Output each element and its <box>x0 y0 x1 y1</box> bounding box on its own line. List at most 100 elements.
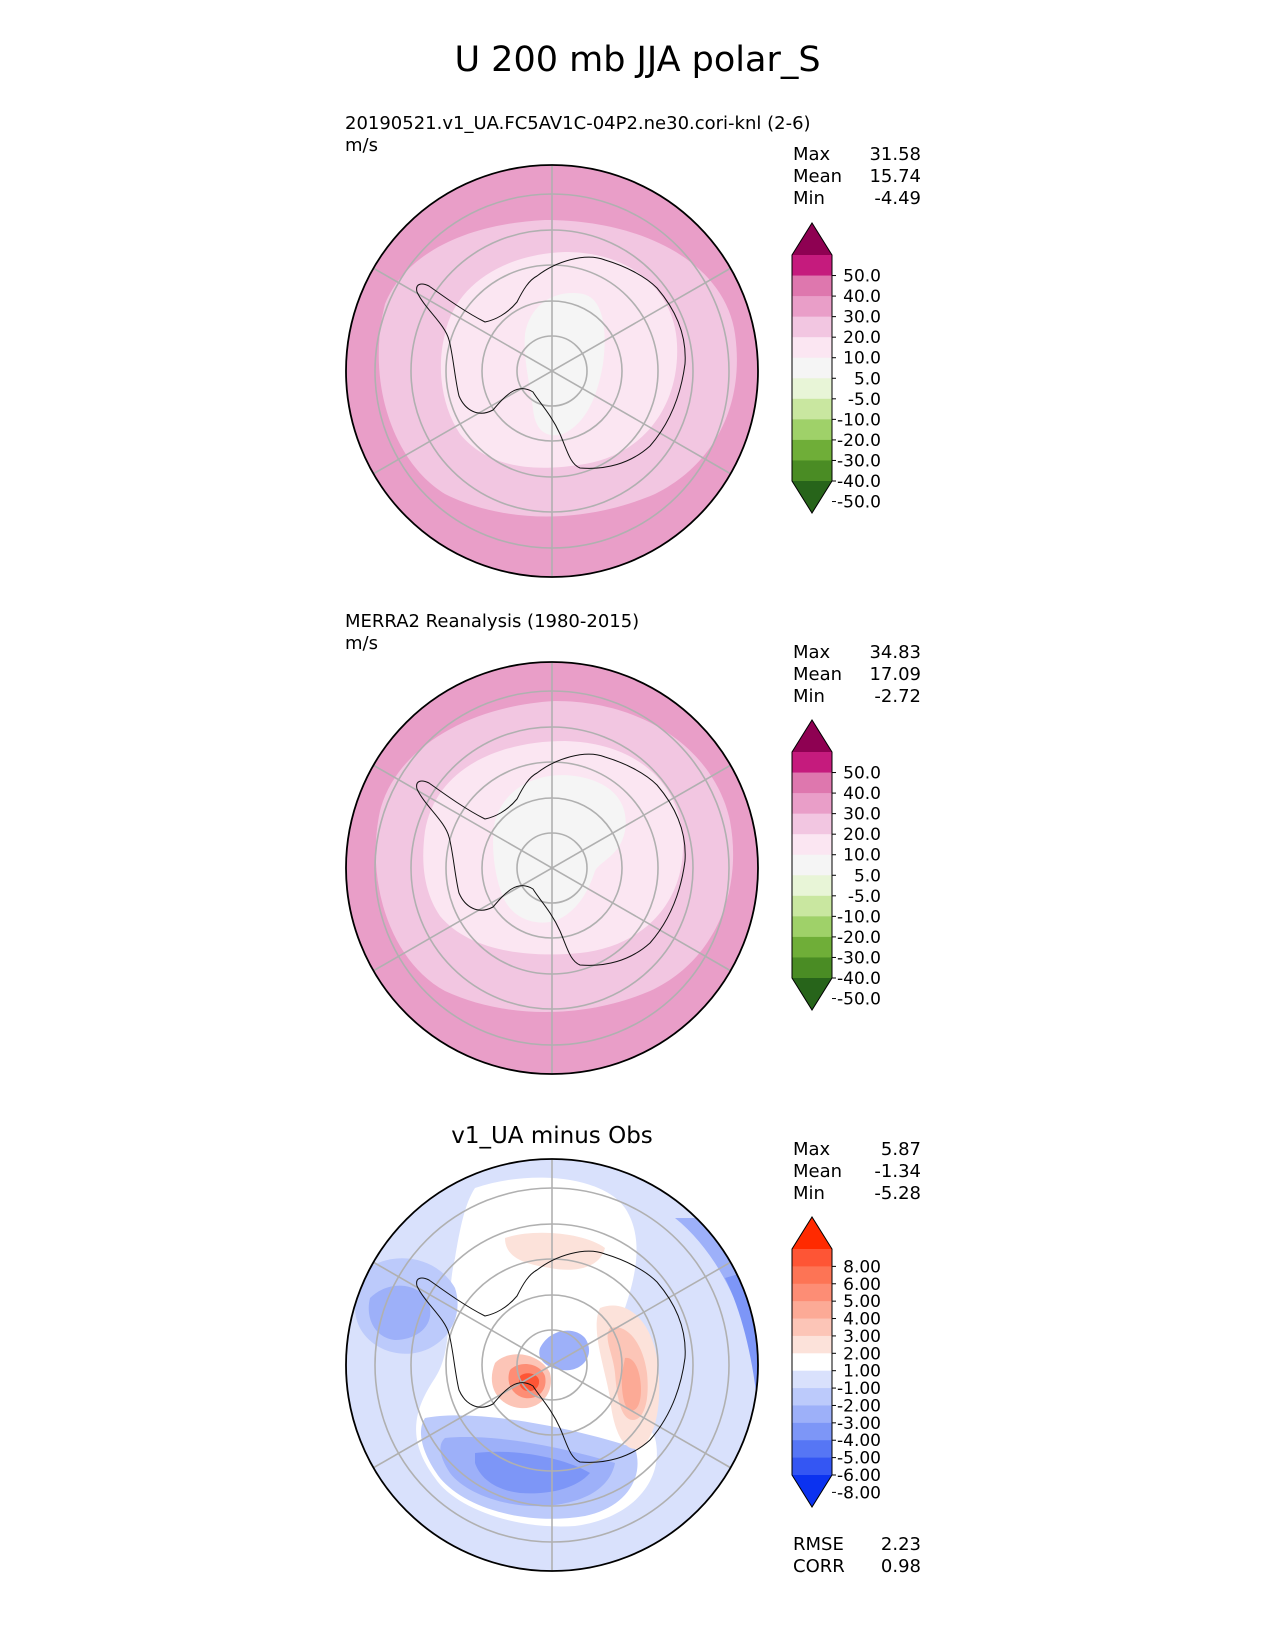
panel3-colorbar-tick-label: 2.00 <box>843 1344 881 1364</box>
panel3-colorbar-tick-label: -4.00 <box>837 1431 881 1451</box>
panel3-colorbar-segment <box>792 1388 832 1406</box>
panel1-colorbar-segment <box>792 296 832 318</box>
panel3-colorbar-segment <box>792 1283 832 1302</box>
panel1-colorbar-tick-label: -30.0 <box>837 451 881 471</box>
panel2-graticule <box>372 662 732 1074</box>
panel2-colorbar-segment <box>792 854 832 876</box>
panel3-colorbar-tick-label: -5.00 <box>837 1449 881 1469</box>
panel1-colorbar-tick-label: -10.0 <box>837 410 881 430</box>
panel1-colorbar-ticks: 50.040.030.020.010.05.0-5.0-10.0-20.0-30… <box>832 267 881 513</box>
panel2-colorbar-tick-label: 40.0 <box>843 784 881 804</box>
panel1-colorbar-tick-label: -5.0 <box>848 390 881 410</box>
panel1-colorbar-segment <box>792 439 832 461</box>
panel1-antarctica-coastline <box>416 256 686 469</box>
panel3-stat-mean-value: -1.34 <box>874 1161 921 1182</box>
panel2-colorbar-tick-label: -20.0 <box>837 928 881 948</box>
panel2-colorbar-tick-label: 50.0 <box>843 764 881 784</box>
panel3-colorbar: 8.006.005.004.003.002.001.00-1.00-2.00-3… <box>791 1216 881 1508</box>
panel2-colorbar-fill <box>791 719 833 1011</box>
panel2-colorbar-segment <box>792 772 832 794</box>
panel3-rmse-value: 2.23 <box>880 1534 921 1555</box>
panel2-colorbar-segment <box>792 813 832 835</box>
panel3-colorbar-segment <box>792 1405 832 1424</box>
panel1-units: m/s <box>345 135 378 156</box>
panel2-colorbar: 50.040.030.020.010.05.0-5.0-10.0-20.0-30… <box>791 719 881 1011</box>
panel1-colorbar-tick-label: -50.0 <box>837 493 881 513</box>
panel1-colorbar-tick-label: -40.0 <box>837 472 881 492</box>
panel3-stat-min-value: -5.28 <box>874 1183 921 1204</box>
panel2-colorbar-tick-label: -40.0 <box>837 969 881 989</box>
panel3-colorbar-segment <box>792 1353 832 1372</box>
panel3-colorbar-tick-label: 3.00 <box>843 1327 881 1347</box>
panel3-colorbar-segment <box>792 1318 832 1337</box>
panel1-map-boundary <box>345 164 759 578</box>
panel3-colorbar-segment <box>792 1370 832 1389</box>
panel3-stat-max-value: 5.87 <box>880 1139 921 1160</box>
panel3-colorbar-fill <box>791 1216 833 1508</box>
panel2-stat-min-label: Min <box>793 686 825 707</box>
panel2-colorbar-segment <box>792 793 832 815</box>
panel3-stat-mean-label: Mean <box>793 1161 843 1182</box>
panel2-colorbar-tick-label: 10.0 <box>843 846 881 866</box>
panel2-map-boundary <box>345 661 759 1075</box>
panel3-title: v1_UA minus Obs <box>451 1123 653 1149</box>
panel1-polar-map <box>345 164 759 578</box>
panel2-colorbar-segment <box>792 752 832 774</box>
panel3-corr-label: CORR <box>793 1556 845 1577</box>
panel1-colorbar-fill <box>791 222 833 514</box>
panel1-colorbar-tick-label: 40.0 <box>843 287 881 307</box>
panel1-colorbar-tick-label: 10.0 <box>843 349 881 369</box>
panel3-colorbar-tick-label: -1.00 <box>837 1379 881 1399</box>
panel2-stat-min-value: -2.72 <box>874 686 921 707</box>
panel3-colorbar-segment <box>792 1440 832 1459</box>
panel3-colorbar-extend-top <box>792 1217 832 1249</box>
panel3-colorbar-segment <box>792 1301 832 1320</box>
panel3-metrics: RMSE 2.23 CORR 0.98 <box>793 1534 921 1578</box>
panel3-colorbar-tick-label: 8.00 <box>843 1257 881 1277</box>
panel2-colorbar-tick-label: -50.0 <box>837 990 881 1010</box>
panel3-contour-fill <box>346 1159 758 1571</box>
panel3-polar-map <box>345 1158 759 1572</box>
panel2-colorbar-segment <box>792 834 832 856</box>
panel3-colorbar-tick-label: -6.00 <box>837 1466 881 1486</box>
panel1-colorbar-segment <box>792 255 832 277</box>
panel3-colorbar-tick-label: -8.00 <box>837 1483 881 1503</box>
panel1-colorbar-extend-top <box>792 223 832 255</box>
panel1-colorbar-extend-bottom <box>792 481 832 513</box>
panel3-colorbar-segment <box>792 1457 832 1476</box>
panel3-stat-min-label: Min <box>793 1183 825 1204</box>
panel2-title: MERRA2 Reanalysis (1980-2015) m/s <box>345 611 639 655</box>
panel3-stat-max-label: Max <box>793 1139 831 1160</box>
panel1-colorbar-segment <box>792 378 832 400</box>
panel2-stat-mean-value: 17.09 <box>869 664 921 685</box>
panel1-title-line1: 20190521.v1_UA.FC5AV1C-04P2.ne30.cori-kn… <box>345 113 811 134</box>
panel3-stats: Max 5.87 Mean -1.34 Min -5.28 <box>793 1139 921 1205</box>
panel2-colorbar-segment <box>792 936 832 958</box>
panel1-colorbar-tick-label: 30.0 <box>843 308 881 328</box>
panel2-stats: Max 34.83 Mean 17.09 Min -2.72 <box>793 642 921 708</box>
panel1-colorbar-segment <box>792 316 832 338</box>
panel1-colorbar-tick-label: 50.0 <box>843 267 881 287</box>
panel2-colorbar-tick-label: -30.0 <box>837 948 881 968</box>
panel1-stats: Max 31.58 Mean 15.74 Min -4.49 <box>793 144 921 210</box>
panel1-stat-mean-value: 15.74 <box>869 166 921 187</box>
panel3-rmse-label: RMSE <box>793 1534 844 1555</box>
panel3-colorbar-tick-label: -3.00 <box>837 1414 881 1434</box>
panel3-antarctica-coastline <box>416 1250 686 1463</box>
panel2-colorbar-ticks: 50.040.030.020.010.05.0-5.0-10.0-20.0-30… <box>832 764 881 1010</box>
panel2-polar-map <box>345 661 759 1075</box>
panel2-stat-mean-label: Mean <box>793 664 843 685</box>
panel2-colorbar-tick-label: 5.0 <box>854 866 881 886</box>
panel1-stat-max-value: 31.58 <box>869 144 921 165</box>
panel3-colorbar-segment <box>792 1266 832 1285</box>
panel2-title-line1: MERRA2 Reanalysis (1980-2015) <box>345 611 640 632</box>
panel3-colorbar-tick-label: 6.00 <box>843 1275 881 1295</box>
panel1-colorbar-segment <box>792 275 832 297</box>
panel1-colorbar-segment <box>792 398 832 420</box>
panel3-colorbar-segment <box>792 1249 832 1267</box>
panel3-map-boundary <box>345 1158 759 1572</box>
panel1-colorbar-tick-label: 20.0 <box>843 328 881 348</box>
panel1-colorbar-tick-label: 5.0 <box>854 369 881 389</box>
panel1-graticule <box>372 165 732 577</box>
panel3-colorbar-segment <box>792 1335 832 1354</box>
